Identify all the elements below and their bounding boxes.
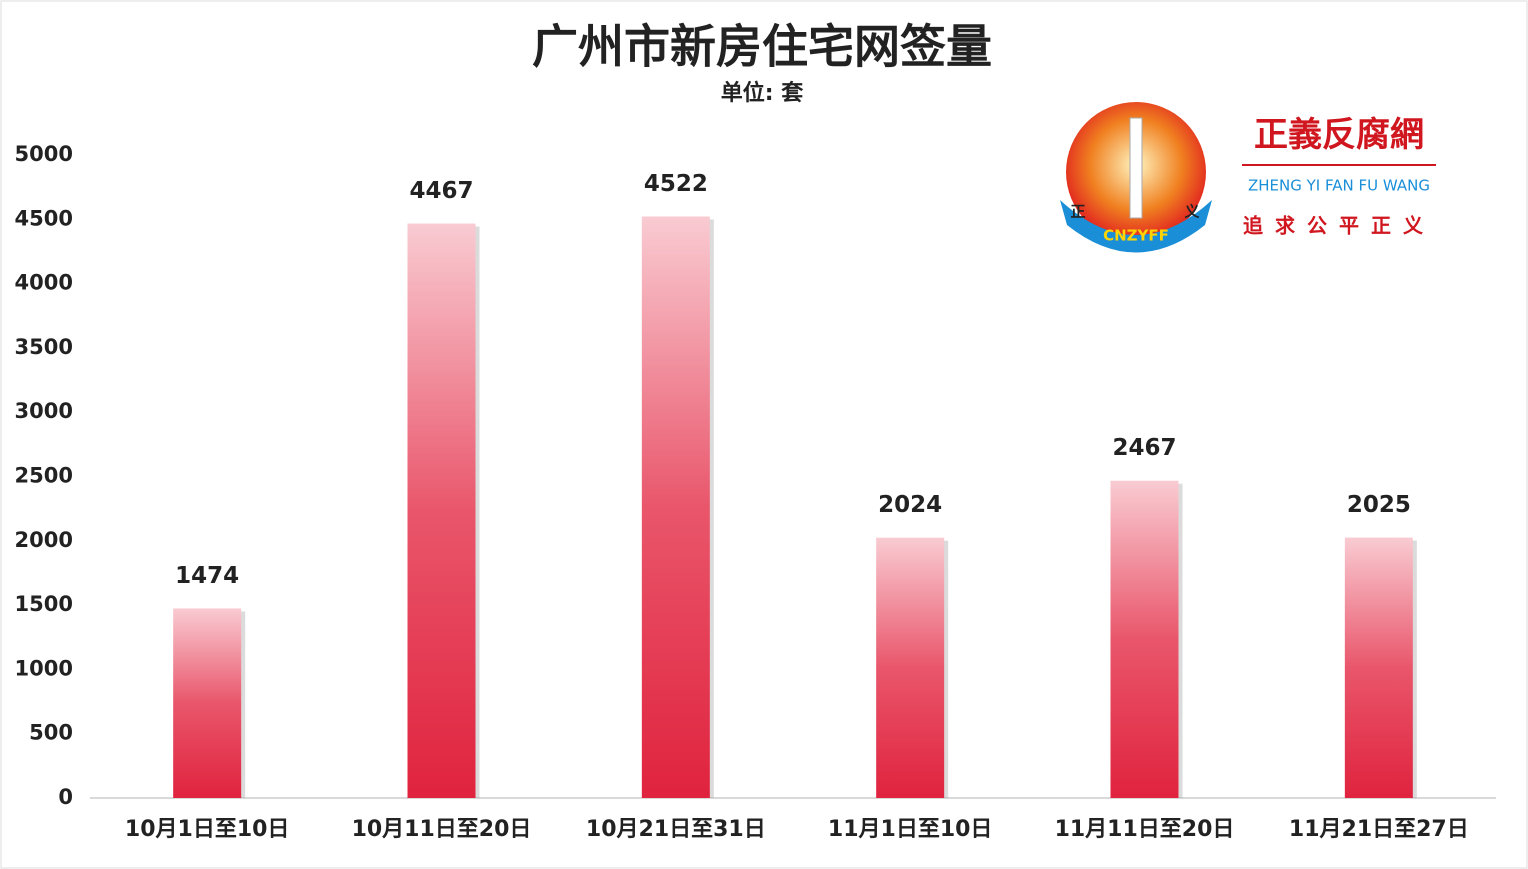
data-label: 2467 xyxy=(1112,435,1176,461)
data-label: 1474 xyxy=(175,563,239,589)
y-tick-label: 1000 xyxy=(15,656,73,680)
data-label: 2024 xyxy=(878,492,942,518)
bar xyxy=(407,223,476,798)
bar xyxy=(641,216,710,798)
logo-right: 义 xyxy=(1184,203,1199,221)
y-tick-label: 3500 xyxy=(15,335,73,359)
data-label: 4467 xyxy=(409,178,473,204)
logo-left: 正 xyxy=(1070,203,1085,221)
y-tick-label: 4500 xyxy=(15,206,73,230)
y-tick-label: 500 xyxy=(29,721,73,745)
x-tick-label: 10月11日至20日 xyxy=(352,817,532,842)
chart-subtitle: 单位: 套 xyxy=(721,80,803,106)
watermark-pinyin: ZHENG YI FAN FU WANG xyxy=(1248,177,1430,195)
bar xyxy=(1110,480,1179,798)
x-tick-label: 11月21日至27日 xyxy=(1289,817,1469,842)
y-tick-label: 2000 xyxy=(15,528,73,552)
watermark-name: 正義反腐網 xyxy=(1254,115,1424,155)
y-tick-label: 2500 xyxy=(15,464,73,488)
x-tick-label: 10月1日至10日 xyxy=(125,817,290,842)
x-tick-label: 11月11日至20日 xyxy=(1055,817,1235,842)
data-label: 4522 xyxy=(644,171,708,197)
chart-title: 广州市新房住宅网签量 xyxy=(532,20,992,74)
data-label: 2025 xyxy=(1347,492,1411,518)
y-tick-label: 3000 xyxy=(15,399,73,423)
logo-ribbon xyxy=(1060,200,1212,253)
bar xyxy=(1344,537,1413,798)
bar xyxy=(173,608,242,798)
logo-badge: CNZYFF xyxy=(1103,227,1169,245)
y-tick-label: 0 xyxy=(58,785,73,809)
x-tick-label: 11月1日至10日 xyxy=(828,817,993,842)
watermark: CNZYFF 正 义 正義反腐網 ZHENG YI FAN FU WANG 追求… xyxy=(1060,102,1436,253)
y-tick-label: 5000 xyxy=(15,142,73,166)
y-tick-label: 1500 xyxy=(15,592,73,616)
x-tick-label: 10月21日至31日 xyxy=(586,817,766,842)
logo-pillar xyxy=(1129,117,1143,219)
bar xyxy=(876,537,945,798)
watermark-slogan: 追求公平正义 xyxy=(1243,214,1435,238)
y-tick-label: 4000 xyxy=(15,271,73,295)
